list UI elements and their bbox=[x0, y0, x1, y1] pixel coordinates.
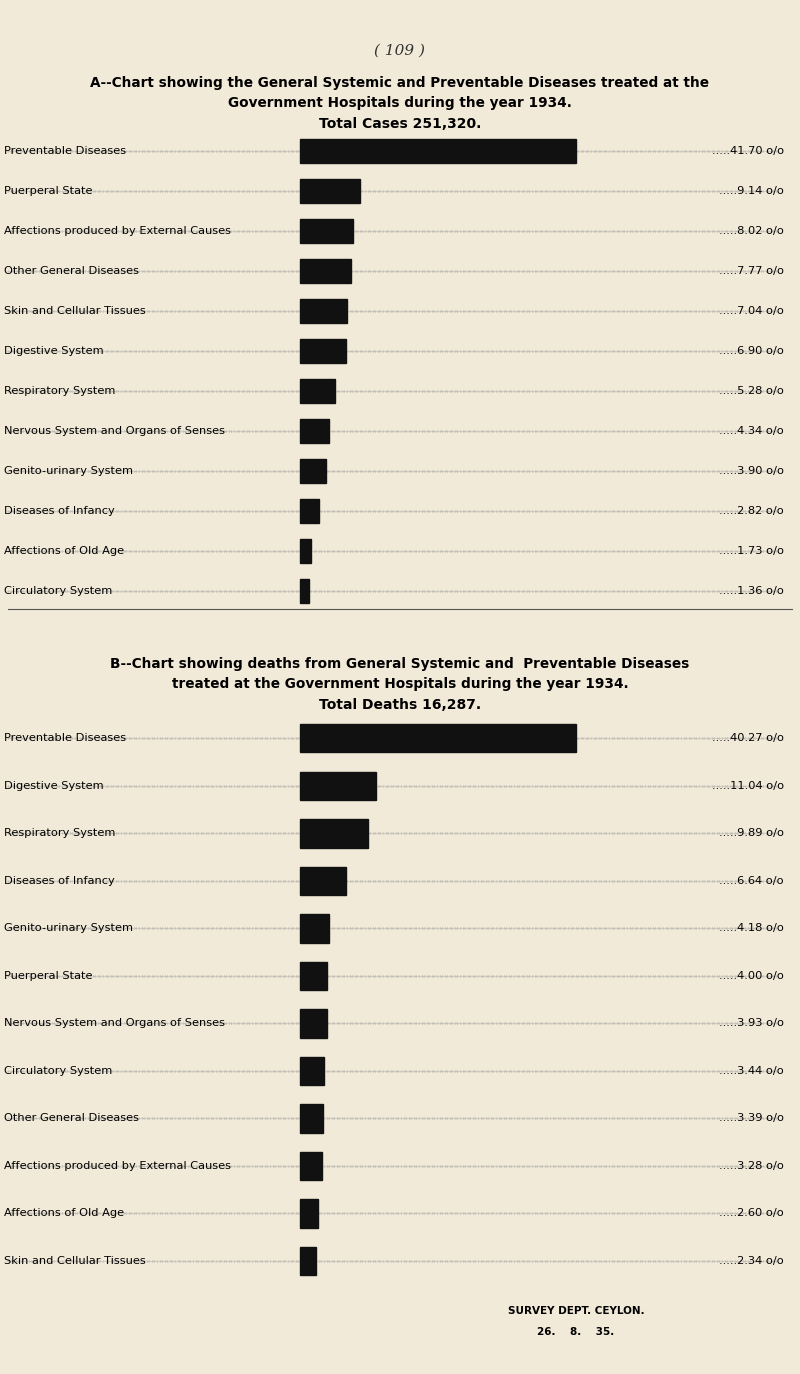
Text: .....3.28 o/o: .....3.28 o/o bbox=[719, 1161, 784, 1171]
Text: Diseases of Infancy: Diseases of Infancy bbox=[4, 506, 114, 517]
Text: Genito-urinary System: Genito-urinary System bbox=[4, 466, 133, 477]
Bar bbox=[300, 772, 376, 800]
Bar bbox=[300, 819, 368, 848]
Bar bbox=[300, 298, 346, 323]
Text: Total Cases 251,320.: Total Cases 251,320. bbox=[319, 117, 481, 131]
Bar bbox=[300, 914, 329, 943]
Text: Skin and Cellular Tissues: Skin and Cellular Tissues bbox=[4, 1256, 146, 1265]
Text: Digestive System: Digestive System bbox=[4, 780, 104, 791]
Bar bbox=[300, 1105, 323, 1132]
Text: .....8.02 o/o: .....8.02 o/o bbox=[719, 225, 784, 236]
Bar bbox=[300, 419, 329, 442]
Text: .....4.34 o/o: .....4.34 o/o bbox=[719, 426, 784, 436]
Text: .....1.36 o/o: .....1.36 o/o bbox=[719, 587, 784, 596]
Bar bbox=[300, 179, 361, 202]
Bar bbox=[300, 1246, 316, 1275]
Text: .....41.70 o/o: .....41.70 o/o bbox=[712, 146, 784, 155]
Text: .....5.28 o/o: .....5.28 o/o bbox=[719, 386, 784, 396]
Text: .....9.89 o/o: .....9.89 o/o bbox=[719, 829, 784, 838]
Text: .....4.18 o/o: .....4.18 o/o bbox=[719, 923, 784, 933]
Text: Other General Diseases: Other General Diseases bbox=[4, 1113, 139, 1124]
Bar bbox=[300, 1200, 318, 1228]
Text: Respiratory System: Respiratory System bbox=[4, 829, 115, 838]
Text: ( 109 ): ( 109 ) bbox=[374, 44, 426, 58]
Text: .....3.44 o/o: .....3.44 o/o bbox=[719, 1066, 784, 1076]
Bar bbox=[300, 139, 576, 162]
Text: .....2.34 o/o: .....2.34 o/o bbox=[719, 1256, 784, 1265]
Text: .....3.39 o/o: .....3.39 o/o bbox=[719, 1113, 784, 1124]
Text: Affections produced by External Causes: Affections produced by External Causes bbox=[4, 1161, 231, 1171]
Text: .....6.64 o/o: .....6.64 o/o bbox=[719, 875, 784, 886]
Text: Nervous System and Organs of Senses: Nervous System and Organs of Senses bbox=[4, 426, 225, 436]
Text: .....6.90 o/o: .....6.90 o/o bbox=[719, 346, 784, 356]
Text: .....3.90 o/o: .....3.90 o/o bbox=[719, 466, 784, 477]
Text: .....4.00 o/o: .....4.00 o/o bbox=[719, 971, 784, 981]
Bar bbox=[300, 459, 326, 484]
Bar bbox=[300, 539, 311, 563]
Text: Puerperal State: Puerperal State bbox=[4, 185, 93, 195]
Bar bbox=[300, 962, 327, 991]
Text: Total Deaths 16,287.: Total Deaths 16,287. bbox=[319, 698, 481, 712]
Text: Preventable Diseases: Preventable Diseases bbox=[4, 146, 126, 155]
Bar bbox=[300, 379, 335, 403]
Text: Affections produced by External Causes: Affections produced by External Causes bbox=[4, 225, 231, 236]
Text: .....40.27 o/o: .....40.27 o/o bbox=[712, 734, 784, 743]
Text: Preventable Diseases: Preventable Diseases bbox=[4, 734, 126, 743]
Text: .....3.93 o/o: .....3.93 o/o bbox=[719, 1018, 784, 1028]
Text: A--Chart showing the General Systemic and Preventable Diseases treated at the: A--Chart showing the General Systemic an… bbox=[90, 76, 710, 89]
Text: .....1.73 o/o: .....1.73 o/o bbox=[719, 547, 784, 556]
Text: B--Chart showing deaths from General Systemic and  Preventable Diseases: B--Chart showing deaths from General Sys… bbox=[110, 657, 690, 671]
Text: Affections of Old Age: Affections of Old Age bbox=[4, 1208, 124, 1219]
Bar bbox=[300, 1057, 323, 1085]
Text: .....11.04 o/o: .....11.04 o/o bbox=[712, 780, 784, 791]
Text: Puerperal State: Puerperal State bbox=[4, 971, 93, 981]
Bar bbox=[300, 1009, 327, 1037]
Text: Circulatory System: Circulatory System bbox=[4, 587, 112, 596]
Text: Other General Diseases: Other General Diseases bbox=[4, 265, 139, 276]
Text: Nervous System and Organs of Senses: Nervous System and Organs of Senses bbox=[4, 1018, 225, 1028]
Text: Affections of Old Age: Affections of Old Age bbox=[4, 547, 124, 556]
Text: treated at the Government Hospitals during the year 1934.: treated at the Government Hospitals duri… bbox=[172, 677, 628, 691]
Text: .....2.82 o/o: .....2.82 o/o bbox=[719, 506, 784, 517]
Bar bbox=[300, 218, 353, 243]
Text: Genito-urinary System: Genito-urinary System bbox=[4, 923, 133, 933]
Bar bbox=[300, 258, 351, 283]
Text: Diseases of Infancy: Diseases of Infancy bbox=[4, 875, 114, 886]
Bar bbox=[300, 580, 309, 603]
Text: 26.    8.    35.: 26. 8. 35. bbox=[538, 1327, 614, 1337]
Text: .....7.77 o/o: .....7.77 o/o bbox=[719, 265, 784, 276]
Bar bbox=[300, 724, 576, 753]
Bar bbox=[300, 499, 318, 523]
Text: Digestive System: Digestive System bbox=[4, 346, 104, 356]
Bar bbox=[300, 339, 346, 363]
Text: .....9.14 o/o: .....9.14 o/o bbox=[719, 185, 784, 195]
Bar bbox=[300, 867, 346, 894]
Text: .....7.04 o/o: .....7.04 o/o bbox=[719, 306, 784, 316]
Text: Respiratory System: Respiratory System bbox=[4, 386, 115, 396]
Text: Government Hospitals during the year 1934.: Government Hospitals during the year 193… bbox=[228, 96, 572, 110]
Text: .....2.60 o/o: .....2.60 o/o bbox=[719, 1208, 784, 1219]
Text: Circulatory System: Circulatory System bbox=[4, 1066, 112, 1076]
Text: SURVEY DEPT. CEYLON.: SURVEY DEPT. CEYLON. bbox=[508, 1307, 644, 1316]
Bar bbox=[300, 1151, 322, 1180]
Text: Skin and Cellular Tissues: Skin and Cellular Tissues bbox=[4, 306, 146, 316]
